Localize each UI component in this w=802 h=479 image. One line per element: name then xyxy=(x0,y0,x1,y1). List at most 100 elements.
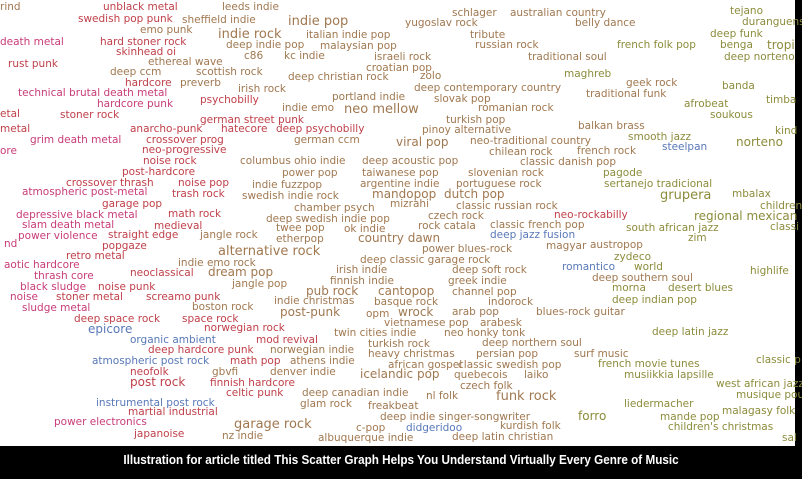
genre-label: deep southern soul xyxy=(592,272,693,284)
genre-label: indorock xyxy=(488,296,534,308)
genre-label: yugoslav rock xyxy=(405,17,479,29)
genre-label: israeli rock xyxy=(374,51,432,63)
genre-label: ok indie xyxy=(344,223,385,235)
genre-label: czech rock xyxy=(428,210,485,222)
genre-label: columbus ohio indie xyxy=(240,155,346,167)
genre-label: country dawn xyxy=(358,231,440,245)
genre-label: kind xyxy=(775,125,797,137)
genre-label: vietnamese pop xyxy=(384,317,469,329)
genre-label: death metal xyxy=(0,36,64,48)
genre-label: finnish indie xyxy=(330,275,394,287)
genre-label: wrock xyxy=(398,305,433,319)
genre-label: nz indie xyxy=(222,430,263,442)
genre-label: icelandic pop xyxy=(360,367,440,381)
genre-label: nl folk xyxy=(426,390,459,402)
genre-label: garage rock xyxy=(234,417,312,432)
genre-label: musiikkia lapsille xyxy=(624,369,714,381)
genre-label: russian rock xyxy=(475,39,540,51)
genre-label: laiko xyxy=(524,369,548,381)
genre-label: german ccm xyxy=(294,134,360,146)
genre-label: skinhead oi xyxy=(116,46,176,58)
genre-label: athens indie xyxy=(290,355,355,367)
genre-label: crossover thrash xyxy=(66,177,154,189)
genre-label: musique pou xyxy=(736,389,802,401)
genre-label: indie emo xyxy=(282,102,334,114)
genre-label: swedish pop punk xyxy=(78,13,174,25)
genre-label: portland indie xyxy=(332,91,405,103)
genre-label: alternative rock xyxy=(218,244,321,259)
genre-label: pagode xyxy=(603,167,642,179)
genre-label: denver indie xyxy=(270,366,336,378)
genre-label: rind xyxy=(0,1,21,13)
genre-label: classic p xyxy=(756,354,801,366)
genre-label: portuguese rock xyxy=(456,178,543,190)
genre-label: austropop xyxy=(590,239,643,251)
genre-label: power pop xyxy=(282,167,338,179)
genre-label: geek rock xyxy=(626,77,678,89)
genre-label: viral pop xyxy=(396,135,448,149)
genre-label: classic french pop xyxy=(490,219,585,231)
genre-label: tejano xyxy=(730,5,763,17)
genre-label: balkan brass xyxy=(578,120,645,132)
genre-label: deep canadian indie xyxy=(302,387,409,399)
genre-label: psychobilly xyxy=(200,94,259,106)
genre-label: noise pop xyxy=(178,177,229,189)
genre-label: power blues-rock xyxy=(422,243,513,255)
genre-label: post rock xyxy=(130,375,185,389)
genre-label: benga xyxy=(720,39,753,51)
genre-label: australian country xyxy=(510,7,606,19)
genre-label: quebecois xyxy=(454,369,508,381)
genre-label: deep jazz fusion xyxy=(490,229,575,241)
genre-label: stoner metal xyxy=(56,291,123,303)
genre-label: rust punk xyxy=(8,58,59,70)
genre-label: greek indie xyxy=(448,275,507,287)
genre-label: funk rock xyxy=(496,389,557,404)
genre-label: afrobeat xyxy=(684,98,728,110)
genre-label: liedermacher xyxy=(624,398,694,410)
genre-label: grim death metal xyxy=(30,134,121,146)
genre-label: turkish rock xyxy=(368,338,431,350)
genre-label: opm xyxy=(366,308,389,320)
genre-label: mod revival xyxy=(256,334,318,346)
genre-label: crossover prog xyxy=(146,134,224,146)
genre-label: indie rock xyxy=(218,27,282,42)
genre-label: classic swedish pop xyxy=(458,359,562,371)
genre-label: indie christmas xyxy=(274,295,354,307)
genre-label: zim xyxy=(688,232,707,244)
genre-label: deep funk xyxy=(710,28,764,40)
genre-label: etherpop xyxy=(276,233,324,245)
genre-label: deep indie pop xyxy=(226,39,305,51)
genre-label: deep contemporary country xyxy=(414,82,561,94)
genre-label: banda xyxy=(722,80,755,92)
genre-label: post-punk xyxy=(280,305,340,319)
genre-label: norwegian indie xyxy=(270,344,354,356)
genre-label: deep swedish indie pop xyxy=(266,213,390,225)
genre-label: world xyxy=(634,261,663,273)
genre-label: croatian pop xyxy=(366,62,432,74)
genre-label: surf music xyxy=(574,348,629,360)
genre-map: rind unblack metal leeds indie schlager aust… xyxy=(0,0,802,446)
genre-label: deep soft rock xyxy=(452,264,528,276)
genre-label: ethereal wave xyxy=(148,56,223,68)
genre-label: norteno xyxy=(736,135,783,149)
genre-label: deep psychobilly xyxy=(276,123,364,135)
genre-label: dutch pop xyxy=(444,187,505,201)
genre-label: neofolk xyxy=(130,366,170,378)
genre-label: rock catala xyxy=(418,220,476,232)
genre-label: highlife xyxy=(750,265,789,277)
genre-label: deep indie singer-songwriter xyxy=(380,411,531,423)
genre-label: zolo xyxy=(420,70,441,82)
genre-label: german street punk xyxy=(200,114,305,126)
genre-label: didgeridoo xyxy=(406,422,462,434)
genre-label: jangle rock xyxy=(199,229,259,241)
genre-label: celtic punk xyxy=(226,387,284,399)
genre-label: grupera xyxy=(660,188,711,203)
genre-label: gbvfi xyxy=(212,366,238,378)
genre-label: popgaze xyxy=(102,240,147,252)
genre-label: deep latin jazz xyxy=(652,326,729,338)
genre-label: kurdish folk xyxy=(500,420,562,432)
genre-label: turkish pop xyxy=(446,114,506,126)
genre-label: mizrahi xyxy=(390,198,429,210)
